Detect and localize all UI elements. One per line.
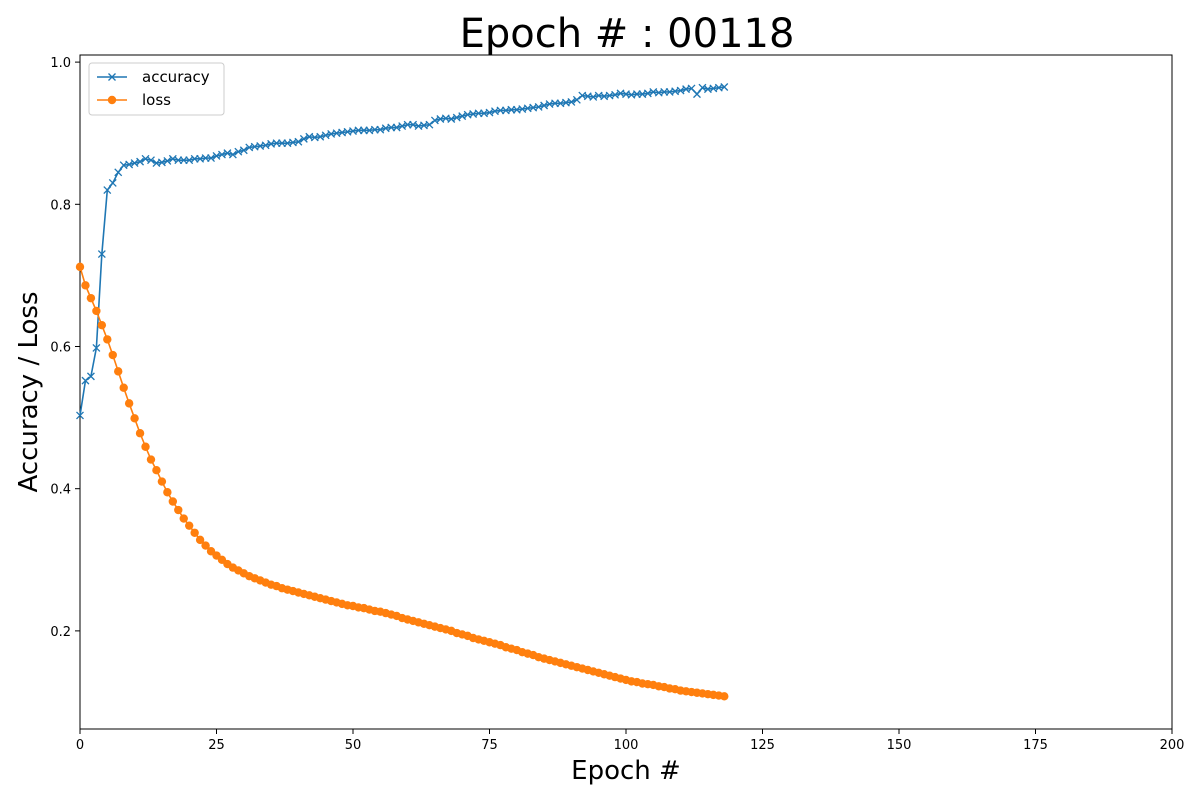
legend-loss-point: [107, 95, 117, 105]
accuracy-series: [76, 83, 729, 420]
accuracy-point: [97, 250, 106, 259]
loss-point: [190, 528, 199, 537]
loss-point: [81, 281, 90, 290]
loss-point: [174, 505, 183, 515]
loss-point: [168, 497, 178, 506]
accuracy-point: [294, 137, 303, 146]
x-tick-label: 200: [1160, 738, 1185, 753]
loss-point: [86, 293, 96, 303]
loss-point: [157, 477, 167, 486]
accuracy-point: [693, 90, 701, 99]
y-tick-label: 1.0: [50, 56, 71, 71]
loss-point: [163, 488, 172, 497]
y-tick-label: 0.6: [50, 340, 71, 355]
accuracy-point: [207, 154, 215, 163]
accuracy-point: [147, 156, 155, 165]
loss-point: [135, 429, 145, 438]
loss-point: [103, 335, 112, 344]
accuracy-point: [81, 376, 90, 385]
y-axis-label: Accuracy / Loss: [14, 291, 44, 492]
loss-point: [152, 466, 161, 475]
x-tick-label: 50: [345, 738, 362, 753]
x-tick-label: 0: [76, 738, 84, 753]
accuracy-point: [425, 120, 434, 129]
loss-series: [75, 262, 729, 701]
loss-point: [146, 455, 156, 464]
accuracy-point: [86, 372, 95, 381]
accuracy-point: [92, 343, 101, 352]
loss-point: [97, 320, 107, 330]
x-tick-label: 25: [208, 738, 225, 753]
accuracy-point: [228, 150, 237, 159]
loss-point: [185, 521, 194, 530]
x-tick-label: 100: [614, 738, 639, 753]
series-layer: [75, 83, 729, 701]
legend: accuracy loss: [88, 62, 225, 116]
accuracy-point: [103, 186, 112, 195]
accuracy-point: [136, 157, 145, 166]
x-axis: 0 25 50 75 100 125 150 175 200: [76, 729, 1185, 753]
accuracy-point: [720, 83, 729, 91]
y-tick-label: 0.4: [50, 483, 71, 498]
accuracy-point: [114, 168, 123, 177]
legend-label: loss: [142, 91, 171, 109]
y-axis: 0.2 0.4 0.6 0.8 1.0: [50, 56, 80, 640]
loss-point: [201, 541, 210, 550]
x-tick-label: 125: [750, 738, 775, 753]
accuracy-point: [108, 179, 117, 187]
x-tick-label: 175: [1023, 738, 1048, 753]
y-tick-label: 0.2: [50, 625, 71, 640]
plot-area: [79, 54, 1173, 730]
loss-point: [114, 367, 123, 376]
x-tick-label: 150: [887, 738, 912, 753]
loss-point: [124, 399, 134, 408]
accuracy-point: [163, 156, 172, 165]
chart-title: Epoch # : 00118: [460, 11, 795, 57]
loss-point: [75, 262, 85, 272]
legend-frame: [88, 62, 225, 116]
legend-item-loss: loss: [97, 91, 171, 109]
accuracy-point: [299, 134, 308, 143]
x-tick-label: 75: [481, 738, 498, 753]
accuracy-point: [239, 146, 248, 155]
loss-point: [108, 350, 117, 360]
plot-frame: [79, 54, 1173, 730]
loss-point: [720, 692, 729, 701]
accuracy-point: [572, 95, 581, 104]
accuracy-point: [567, 97, 576, 106]
loss-point: [141, 442, 150, 451]
loss-point: [179, 514, 188, 523]
loss-point: [119, 383, 128, 392]
accuracy-point: [76, 411, 84, 420]
y-tick-label: 0.8: [50, 198, 71, 213]
legend-accuracy-point: [108, 73, 116, 81]
loss-point: [92, 306, 101, 316]
x-axis-label: Epoch #: [571, 756, 681, 786]
loss-point: [130, 414, 139, 423]
legend-label: accuracy: [142, 68, 210, 86]
legend-item-accuracy: accuracy: [97, 68, 210, 86]
loss-point: [195, 535, 205, 545]
